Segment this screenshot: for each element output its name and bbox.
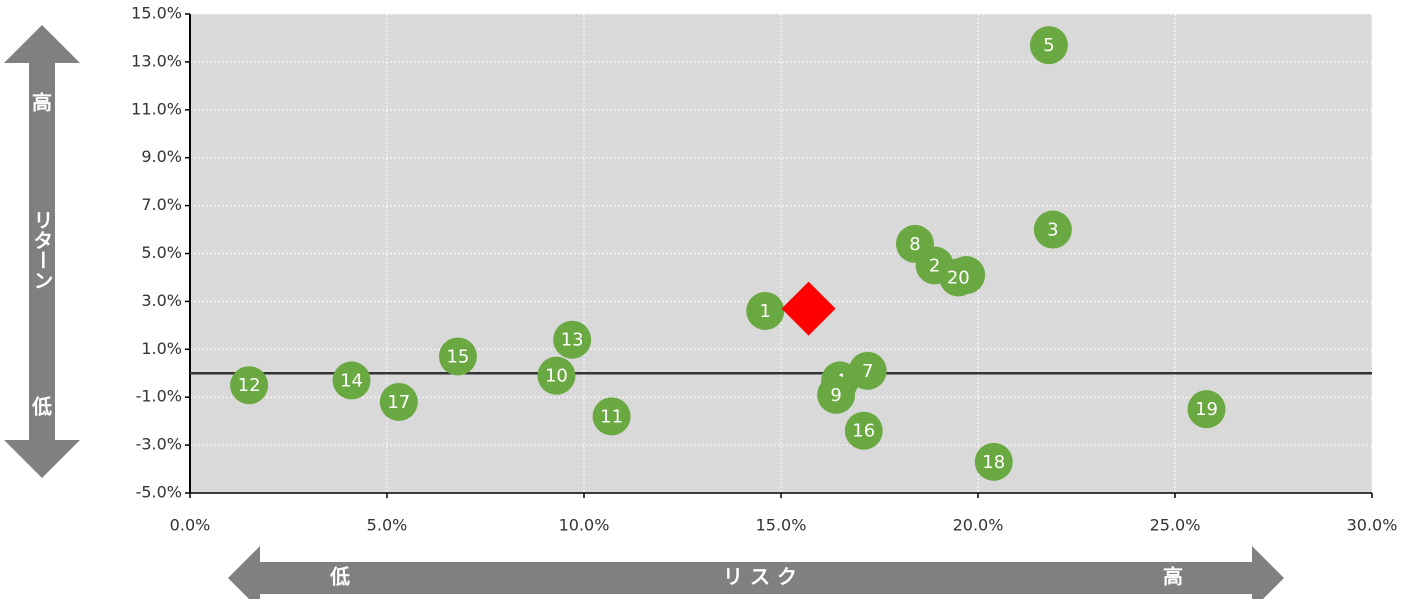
point [974,442,1013,481]
point [817,375,856,414]
point-label: 13 [561,330,584,351]
point [553,320,592,359]
y-tick-label: 5.0% [141,243,182,262]
point-label: 19 [1195,399,1218,420]
point [438,337,477,376]
x-arrow [228,546,1284,603]
y-arrow-label: リターン [30,210,54,290]
y-tick-label: -3.0% [136,435,182,454]
point-label: 10 [545,366,568,387]
point-label: 11 [600,406,623,427]
point-label: 16 [852,421,875,442]
y-tick-label: 1.0% [141,339,182,358]
diamond-point [781,281,836,336]
x-arrow-low: 低 [329,565,350,589]
y-tick-label: 3.0% [141,291,182,310]
y-tick-label: -1.0% [136,387,182,406]
point-label: 17 [387,392,410,413]
y-arrow-low: 低 [31,395,52,419]
point-label: 18 [982,452,1005,473]
point-label: 3 [1047,220,1058,241]
point-label: 9 [830,385,841,406]
point-label: 15 [446,346,469,367]
x-tick-label: 10.0% [559,516,610,535]
point [939,258,978,297]
point-label: 5 [1043,35,1054,56]
y-tick-label: 11.0% [131,99,182,118]
point [230,366,269,405]
y-tick-label: -5.0% [136,483,182,502]
point [746,291,785,330]
x-tick-label: 5.0% [367,516,408,535]
point-label: 8 [909,234,920,255]
point-label: 7 [862,361,873,382]
point-label: 1 [760,301,771,322]
point [1187,390,1226,429]
point [848,351,887,390]
point-label: 2 [929,255,940,276]
x-tick-label: 0.0% [170,516,211,535]
point [379,382,418,421]
x-tick-label: 15.0% [756,516,807,535]
y-tick-label: 7.0% [141,195,182,214]
y-arrow [4,25,80,478]
point [844,411,883,450]
x-tick-label: 25.0% [1150,516,1201,535]
y-tick-label: 13.0% [131,51,182,70]
point-label: 12 [238,375,261,396]
y-arrow-high: 高 [32,91,52,115]
point [1029,26,1068,65]
point [1033,210,1072,249]
point [537,356,576,395]
x-arrow-high: 高 [1163,565,1183,589]
point [895,224,934,263]
point [592,397,631,436]
point [332,361,371,400]
point-label: 14 [340,370,363,391]
x-tick-label: 20.0% [953,516,1004,535]
y-tick-label: 9.0% [141,147,182,166]
y-tick-label: 15.0% [131,4,182,23]
x-tick-label: 30.0% [1347,516,1398,535]
x-arrow-label: リ ス ク [723,565,797,589]
point-label: 20 [947,267,970,288]
